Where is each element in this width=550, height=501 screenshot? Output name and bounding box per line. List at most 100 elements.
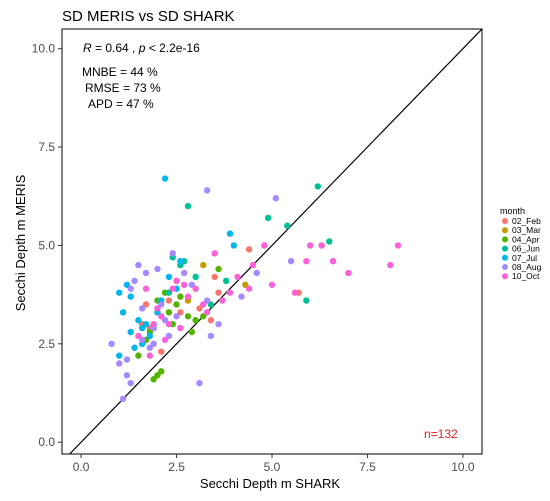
- data-point: [326, 238, 333, 245]
- legend-label: 04_Apr: [512, 234, 540, 244]
- annotation-n: n=132: [424, 427, 458, 441]
- data-point: [287, 257, 295, 265]
- x-tick-label: 7.5: [359, 460, 376, 474]
- legend: month02_Feb03_Mar04_Apr06_Jun07_Jul08_Au…: [500, 206, 542, 281]
- data-point: [146, 352, 154, 359]
- data-point: [200, 313, 207, 320]
- data-point: [184, 313, 192, 320]
- data-point: [242, 281, 249, 288]
- data-point: [211, 250, 218, 257]
- annotation-apd: APD = 47 %: [88, 97, 154, 111]
- legend-label: 10_Oct: [512, 271, 540, 281]
- data-point: [219, 297, 226, 304]
- data-point: [203, 297, 211, 304]
- data-point: [173, 313, 180, 320]
- data-point: [135, 352, 142, 359]
- legend-marker: [502, 245, 508, 252]
- y-tick-label: 2.5: [38, 337, 55, 351]
- data-point: [200, 301, 207, 308]
- legend-label: 06_Jun: [512, 244, 540, 254]
- data-point: [142, 269, 150, 277]
- data-point: [131, 277, 138, 285]
- data-point: [165, 297, 173, 304]
- legend-marker: [502, 236, 508, 243]
- data-point: [188, 281, 196, 288]
- data-point: [119, 395, 127, 403]
- data-point: [165, 320, 173, 328]
- data-point: [158, 301, 165, 308]
- data-point: [142, 301, 150, 308]
- data-point: [169, 250, 176, 257]
- legend-marker: [502, 264, 508, 270]
- data-point: [268, 281, 276, 288]
- data-point: [207, 317, 215, 324]
- data-point: [127, 328, 134, 336]
- data-point: [123, 356, 131, 363]
- legend-label: 08_Aug: [512, 262, 542, 272]
- x-axis-label: Secchi Depth m SHARK: [200, 476, 340, 491]
- data-point: [154, 305, 161, 312]
- x-tick-label: 5.0: [264, 460, 281, 474]
- data-point: [161, 336, 169, 344]
- data-point: [158, 348, 165, 355]
- data-point: [146, 344, 154, 351]
- data-point: [184, 202, 192, 210]
- data-point: [165, 309, 173, 316]
- data-point: [192, 317, 199, 324]
- data-point: [272, 195, 280, 202]
- x-tick-label: 0.0: [73, 460, 90, 474]
- legend-marker: [502, 273, 508, 280]
- data-point: [173, 301, 180, 308]
- data-point: [177, 309, 184, 316]
- data-point: [177, 293, 184, 300]
- data-point: [127, 285, 134, 292]
- data-point: [345, 269, 352, 277]
- data-point: [123, 372, 131, 379]
- y-tick-label: 5.0: [38, 238, 55, 252]
- data-point: [135, 317, 142, 324]
- data-point: [329, 257, 337, 265]
- data-point: [306, 242, 314, 249]
- data-point: [215, 265, 222, 273]
- y-tick-label: 10.0: [32, 42, 56, 56]
- data-point: [303, 257, 310, 265]
- identity-line: [69, 29, 482, 454]
- legend-title: month: [500, 206, 525, 216]
- data-point: [203, 187, 211, 194]
- x-tick-label: 2.5: [168, 460, 185, 474]
- data-point: [138, 324, 146, 332]
- data-point: [116, 352, 123, 359]
- data-point: [173, 277, 180, 285]
- data-point: [303, 297, 310, 304]
- data-point: [207, 301, 215, 308]
- data-point: [123, 281, 131, 288]
- data-point: [169, 285, 176, 292]
- data-point: [192, 285, 199, 292]
- plot-content: [69, 29, 482, 454]
- data-point: [226, 289, 234, 296]
- data-point: [264, 214, 272, 222]
- data-point: [142, 285, 150, 292]
- y-tick-label: 0.0: [38, 435, 55, 449]
- data-point: [226, 230, 234, 237]
- data-point: [158, 313, 165, 320]
- data-point: [131, 344, 138, 351]
- data-point: [188, 328, 196, 336]
- data-point: [238, 293, 245, 300]
- data-point: [158, 368, 165, 375]
- data-point: [215, 320, 222, 328]
- data-point: [142, 320, 150, 328]
- data-point: [230, 242, 238, 249]
- y-axis-label: Secchi Depth m MERIS: [13, 174, 28, 311]
- data-point: [314, 183, 322, 190]
- data-point: [184, 293, 192, 300]
- annotation-rmse: RMSE = 73 %: [85, 81, 161, 95]
- data-point: [291, 289, 299, 296]
- legend-marker: [502, 254, 508, 261]
- data-point: [116, 360, 123, 367]
- legend-label: 03_Mar: [512, 225, 541, 235]
- data-point: [394, 242, 402, 249]
- data-point: [284, 222, 291, 229]
- data-point: [253, 269, 260, 277]
